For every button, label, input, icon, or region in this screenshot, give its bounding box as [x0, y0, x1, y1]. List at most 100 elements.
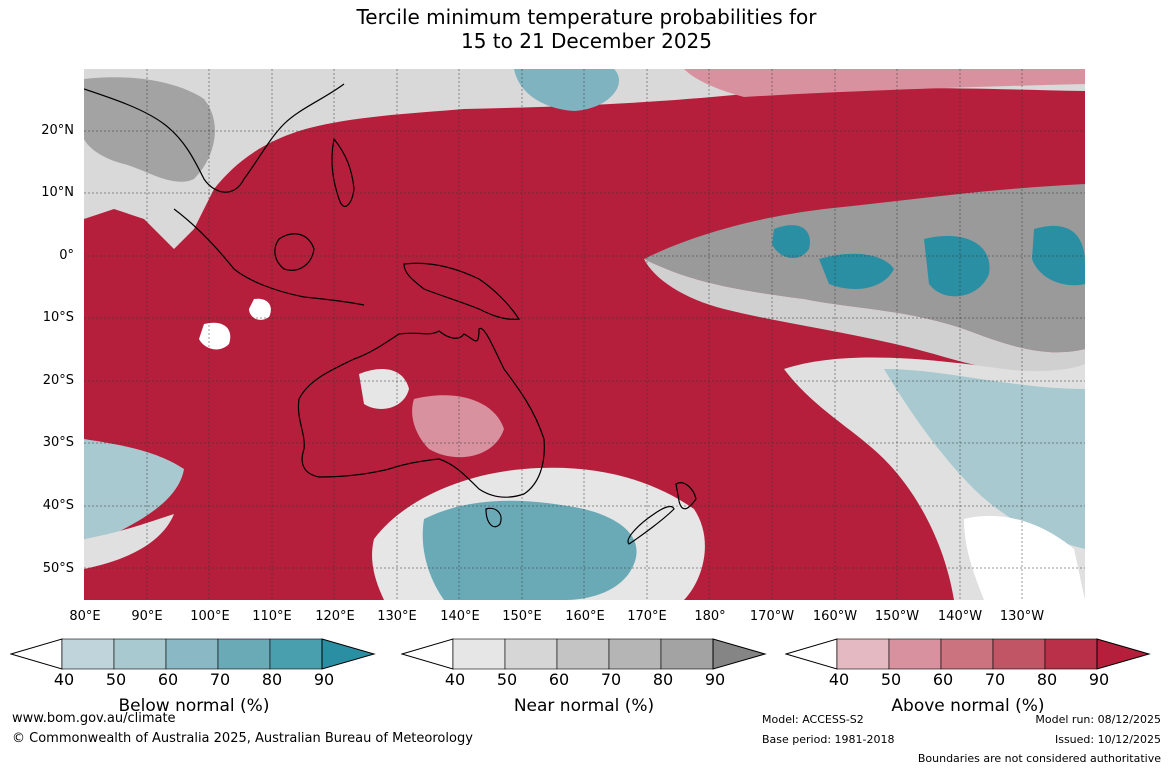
colorbar-segment: [1044, 638, 1098, 670]
tasman-sea-below-normal-region: [422, 500, 637, 600]
colorbar-tick: 60: [157, 670, 179, 689]
lon-label: 160°W: [812, 609, 858, 624]
colorbar-tick: 70: [209, 670, 231, 689]
colorbar-segment: [836, 638, 890, 670]
colorbar-tick: 80: [652, 670, 674, 689]
equatorial-pacific-light-grey-edge: [644, 259, 1085, 376]
near-normal-colorbar: [401, 638, 767, 670]
lon-label: 170°E: [627, 609, 667, 624]
colorbar-segment: [504, 638, 558, 670]
lat-label: 0°: [59, 248, 74, 263]
equatorial-pacific-below-normal-patch-4: [1032, 225, 1085, 286]
colorbar-segment: [113, 638, 167, 670]
equatorial-pacific-below-normal-patch-2: [819, 253, 894, 289]
south-pacific-white-region: [964, 515, 1085, 600]
southern-indian-ocean-near-normal-patch: [84, 514, 174, 569]
colorbar-extension-high: [1096, 638, 1151, 670]
new-zealand-south-coastline: [627, 505, 675, 545]
colorbar-segment: [217, 638, 271, 670]
lon-label: 120°E: [315, 609, 355, 624]
colorbar-extension-high: [712, 638, 767, 670]
model-run-date: Model run: 08/12/2025: [1035, 713, 1161, 726]
lon-label: 150°W: [874, 609, 920, 624]
map-title-line-1: Tercile minimum temperature probabilitie…: [356, 5, 817, 29]
colorbar-tick: 90: [704, 670, 726, 689]
lon-label: 130°E: [377, 609, 417, 624]
above-normal-colorbar-title: Above normal (%): [891, 696, 1045, 716]
colorbar-segment: [992, 638, 1046, 670]
colorbar-extension-low: [401, 638, 454, 670]
colorbar-extension-low: [785, 638, 838, 670]
southern-indian-ocean-below-normal-region: [84, 439, 184, 539]
colorbar-tick: 70: [984, 670, 1006, 689]
colorbar-segment: [660, 638, 714, 670]
colorbar-tick: 60: [548, 670, 570, 689]
colorbar-tick: 50: [105, 670, 127, 689]
colorbar-segment: [608, 638, 662, 670]
boundary-disclaimer: Boundaries are not considered authoritat…: [917, 752, 1161, 765]
lat-label: 20°N: [41, 123, 74, 138]
colorbar-tick: 50: [880, 670, 902, 689]
white-sea-patch-2: [249, 298, 271, 320]
lat-label: 10°S: [42, 310, 74, 325]
website-link[interactable]: www.bom.gov.au/climate: [12, 711, 176, 726]
new-guinea-coastline: [403, 262, 521, 320]
colorbar-tick: 90: [313, 670, 335, 689]
lon-label: 80°E: [69, 609, 101, 624]
australia-light-above-patch: [412, 395, 504, 458]
sumatra-java-coastline: [173, 208, 365, 306]
australia-near-normal-patch: [359, 369, 409, 409]
colorbar-segment: [556, 638, 610, 670]
lat-label: 40°S: [42, 498, 74, 513]
colorbar-segment: [940, 638, 994, 670]
tasmania-coastline: [485, 507, 502, 528]
lon-label: 100°E: [190, 609, 230, 624]
north-pacific-below-normal-region: [514, 69, 620, 111]
colorbar-tick: 40: [444, 670, 466, 689]
colorbar-tick: 60: [932, 670, 954, 689]
white-sea-patch-1: [199, 322, 231, 350]
borneo-coastline: [274, 233, 315, 271]
lon-label: 140°E: [440, 609, 480, 624]
model-info: Model: ACCESS-S2: [762, 713, 864, 726]
lat-label: 50°S: [42, 561, 74, 576]
colorbar-tick: 90: [1088, 670, 1110, 689]
lon-label: 150°E: [502, 609, 542, 624]
lon-label: 90°E: [131, 609, 163, 624]
colorbar-extension-low: [10, 638, 63, 670]
copyright-text: © Commonwealth of Australia 2025, Austra…: [12, 731, 473, 746]
colorbar-tick: 40: [53, 670, 75, 689]
issued-date: Issued: 10/12/2025: [1054, 733, 1161, 746]
lon-label: 180°: [694, 609, 726, 624]
colorbar-segment: [888, 638, 942, 670]
lon-label: 130°W: [999, 609, 1045, 624]
lon-label: 140°W: [937, 609, 983, 624]
colorbar-tick: 50: [496, 670, 518, 689]
philippines-coastline: [331, 137, 355, 207]
asia-grey-region: [84, 77, 215, 182]
above-normal-colorbar: [785, 638, 1151, 670]
asia-mainland-coastline: [84, 83, 345, 193]
lat-label: 30°S: [42, 435, 74, 450]
north-pacific-light-above: [684, 69, 1085, 97]
base-period-info: Base period: 1981-2018: [762, 733, 895, 746]
below-normal-colorbar: [10, 638, 376, 670]
new-zealand-north-coastline: [675, 482, 697, 510]
lat-label: 20°S: [42, 373, 74, 388]
south-pacific-below-normal-region: [884, 369, 1085, 549]
probability-map: [84, 69, 1085, 600]
australia-coastline: [297, 327, 545, 498]
below-normal-colorbar-title: Below normal (%): [118, 696, 270, 716]
colorbar-extension-high: [321, 638, 376, 670]
equatorial-pacific-below-normal-patch-3: [924, 235, 990, 297]
colorbar-segment: [269, 638, 323, 670]
lon-label: 160°E: [565, 609, 605, 624]
map-title-line-2: 15 to 21 December 2025: [460, 29, 712, 53]
colorbar-tick: 80: [1036, 670, 1058, 689]
equatorial-pacific-below-normal-patch-1: [772, 225, 810, 259]
lon-label: 170°W: [749, 609, 795, 624]
colorbar-tick: 80: [261, 670, 283, 689]
graticule: [84, 69, 1085, 600]
near-normal-colorbar-title: Near normal (%): [513, 696, 655, 716]
colorbar-segment: [61, 638, 115, 670]
